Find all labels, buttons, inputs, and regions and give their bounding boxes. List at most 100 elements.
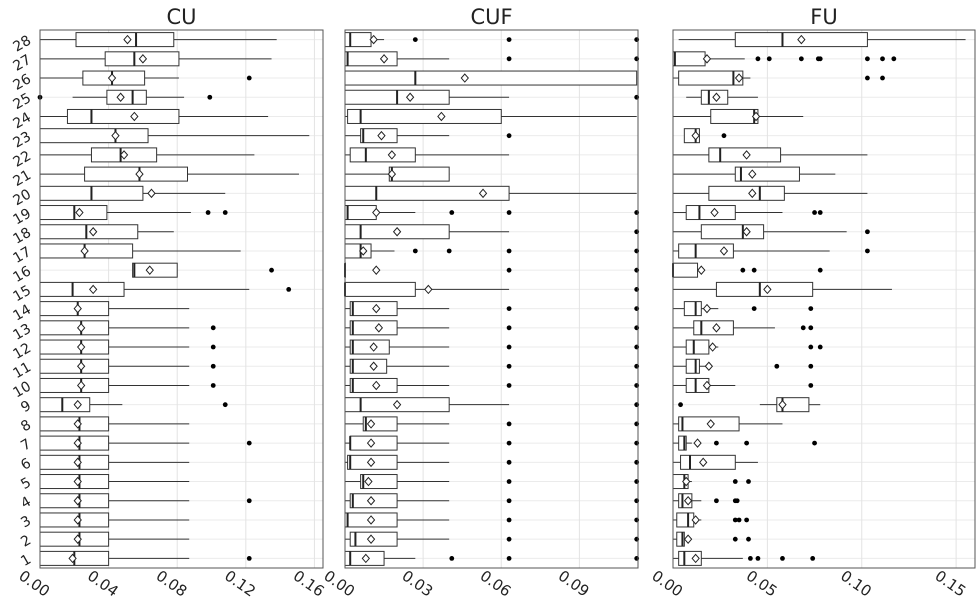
outlier xyxy=(412,248,418,254)
outlier xyxy=(506,344,512,350)
mean-marker xyxy=(372,380,381,391)
outlier xyxy=(506,37,512,43)
outlier xyxy=(817,210,823,215)
outlier xyxy=(210,383,216,388)
mean-marker xyxy=(366,534,376,544)
outlier xyxy=(446,248,452,254)
x-tick-label: 0.03 xyxy=(399,567,437,601)
mean-marker xyxy=(763,284,772,295)
outlier xyxy=(714,440,719,446)
mean-marker xyxy=(405,92,415,103)
mean-marker xyxy=(116,92,125,103)
box xyxy=(344,32,372,48)
box xyxy=(388,166,450,182)
mean-marker xyxy=(734,73,744,83)
outlier xyxy=(506,133,512,139)
box xyxy=(344,281,416,297)
box xyxy=(39,320,110,336)
outlier xyxy=(506,267,512,273)
outlier xyxy=(205,210,211,215)
mean-marker xyxy=(691,515,700,525)
mean-marker xyxy=(135,169,144,179)
mean-marker xyxy=(742,150,751,160)
x-tick-label: 0.16 xyxy=(290,567,328,601)
outlier xyxy=(506,56,512,62)
mean-marker xyxy=(366,495,376,506)
mean-marker xyxy=(682,476,691,487)
box xyxy=(106,89,147,105)
mean-marker xyxy=(379,54,389,64)
outlier xyxy=(817,344,823,350)
outlier xyxy=(449,555,455,561)
mean-marker xyxy=(372,207,381,218)
outlier xyxy=(780,555,785,561)
outlier xyxy=(714,498,719,504)
box xyxy=(344,205,377,221)
outlier xyxy=(865,248,870,254)
outlier xyxy=(246,555,252,561)
mean-marker xyxy=(73,476,82,487)
outlier xyxy=(506,498,512,504)
outlier xyxy=(744,440,750,446)
outlier xyxy=(891,56,897,62)
mean-marker xyxy=(73,495,82,506)
box xyxy=(66,108,180,124)
outlier xyxy=(812,440,817,446)
y-tick-label: 2 xyxy=(18,532,34,550)
outlier xyxy=(246,440,252,446)
mean-marker xyxy=(748,188,757,199)
mean-marker xyxy=(742,226,751,237)
mean-marker xyxy=(778,399,787,410)
mean-marker xyxy=(693,438,702,448)
mean-marker xyxy=(691,130,700,141)
y-tick-label: 10 xyxy=(11,379,34,402)
mean-marker xyxy=(377,130,386,141)
box xyxy=(344,70,638,86)
outlier xyxy=(746,479,751,484)
mean-marker xyxy=(719,246,729,256)
y-tick-label: 7 xyxy=(18,436,34,454)
outlier xyxy=(744,517,750,523)
panel-title: CUF xyxy=(470,5,512,29)
outlier xyxy=(506,440,512,446)
mean-marker xyxy=(478,188,488,199)
mean-marker xyxy=(369,342,378,352)
panel-border xyxy=(39,29,324,569)
y-tick-label: 1 xyxy=(18,551,34,569)
mean-marker xyxy=(702,380,712,391)
outlier xyxy=(222,402,228,408)
mean-marker xyxy=(699,457,708,468)
y-tick-label: 25 xyxy=(11,90,34,113)
outlier xyxy=(732,517,738,523)
outlier xyxy=(808,325,814,331)
outlier xyxy=(222,210,228,215)
box xyxy=(685,339,710,355)
mean-marker xyxy=(76,380,86,391)
outlier xyxy=(880,56,885,62)
outlier xyxy=(506,555,512,561)
box xyxy=(39,339,110,355)
x-tick-label: 0.08 xyxy=(153,567,191,601)
mean-marker xyxy=(76,323,86,333)
outlier xyxy=(755,555,761,561)
mean-marker xyxy=(73,534,82,544)
mean-marker xyxy=(73,419,82,429)
outlier xyxy=(865,75,870,81)
box xyxy=(344,51,398,67)
outlier xyxy=(449,210,455,215)
outlier xyxy=(732,536,738,542)
outlier xyxy=(808,306,814,312)
mean-marker xyxy=(366,438,376,448)
y-tick-label: 16 xyxy=(11,263,35,286)
box xyxy=(39,358,110,374)
x-tick-label: 0.00 xyxy=(320,567,358,601)
mean-marker xyxy=(366,419,376,429)
outlier xyxy=(747,555,753,561)
mean-marker xyxy=(797,34,806,45)
box xyxy=(683,301,702,317)
mean-marker xyxy=(138,54,148,64)
box xyxy=(672,51,706,67)
mean-marker xyxy=(76,361,86,372)
outlier xyxy=(506,210,512,215)
